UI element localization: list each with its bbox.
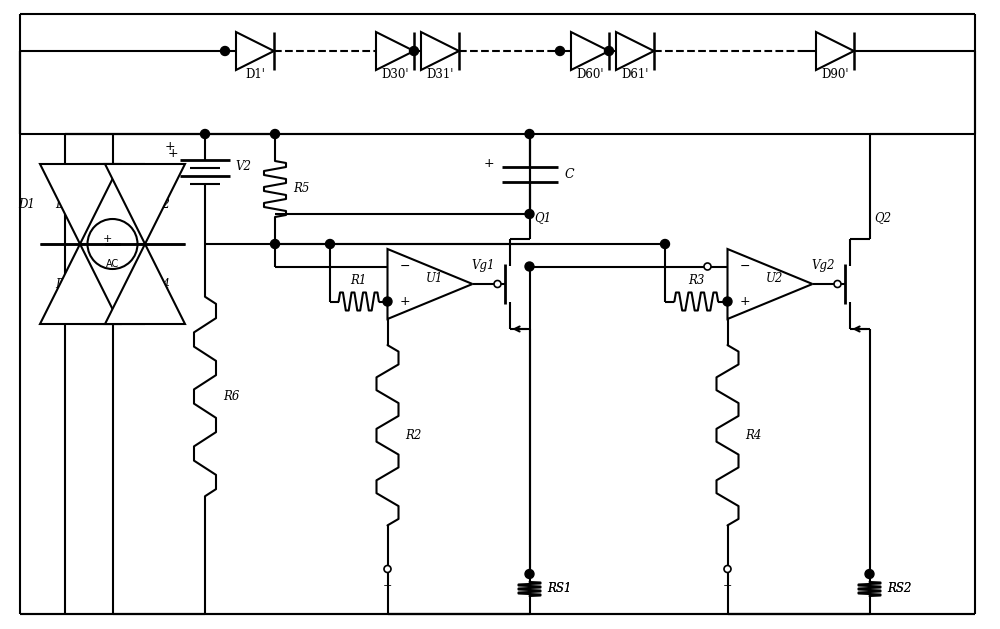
Text: +: + [168,147,178,160]
Polygon shape [40,164,120,244]
Circle shape [525,209,534,218]
Text: AC: AC [106,259,119,269]
Text: RS1: RS1 [548,582,572,596]
Text: D61': D61' [621,68,649,81]
Circle shape [525,569,534,579]
Text: R1: R1 [351,274,367,287]
Text: +: + [740,295,750,308]
Text: D4: D4 [153,277,170,291]
Text: Vg2: Vg2 [811,259,834,272]
Circle shape [724,565,731,572]
Text: R3: R3 [688,274,704,287]
Circle shape [834,281,841,287]
Text: D2: D2 [153,198,170,211]
Polygon shape [728,249,812,319]
Circle shape [220,47,230,55]
Circle shape [723,297,732,306]
Text: +: + [723,581,732,591]
Circle shape [865,569,874,579]
Text: Q2: Q2 [874,211,892,224]
Text: R5: R5 [293,182,309,196]
Text: RS1: RS1 [548,582,572,596]
Polygon shape [40,244,120,324]
Circle shape [604,47,614,55]
Text: R6: R6 [223,390,239,403]
Circle shape [200,130,210,138]
Circle shape [525,130,534,138]
Circle shape [556,47,564,55]
Text: D1: D1 [55,198,72,211]
Polygon shape [388,249,473,319]
Circle shape [270,240,280,248]
Text: D90': D90' [821,68,849,81]
Text: U1: U1 [426,272,444,286]
Text: C: C [564,167,574,181]
Text: −: − [400,260,410,273]
Text: D1': D1' [245,68,265,81]
Text: +: + [165,140,175,152]
Circle shape [384,565,391,572]
Text: U2: U2 [766,272,784,286]
Circle shape [494,281,501,287]
Polygon shape [421,32,459,70]
Polygon shape [816,32,854,70]
Circle shape [270,130,280,138]
Circle shape [383,297,392,306]
Circle shape [660,240,670,248]
Circle shape [326,240,334,248]
Polygon shape [105,164,185,244]
Text: RS2: RS2 [888,582,912,596]
Text: +: + [484,157,494,170]
Text: R2: R2 [406,429,422,442]
Polygon shape [105,244,185,324]
Text: R4: R4 [746,429,762,442]
Text: Vg1: Vg1 [471,259,494,272]
Text: +: + [383,581,392,591]
Polygon shape [376,32,414,70]
Text: D60': D60' [576,68,604,81]
Text: +: + [103,234,112,244]
Polygon shape [236,32,274,70]
Text: −: − [740,260,750,273]
Text: V2: V2 [235,160,251,173]
Text: D30': D30' [381,68,409,81]
Text: Q1: Q1 [534,211,552,224]
Circle shape [525,262,534,271]
Polygon shape [616,32,654,70]
Circle shape [704,263,711,270]
Polygon shape [571,32,609,70]
Text: D3: D3 [55,277,72,291]
Text: +: + [400,295,410,308]
Circle shape [410,47,418,55]
Text: RS2: RS2 [888,582,912,596]
Text: D31': D31' [426,68,454,81]
Text: D1: D1 [18,198,35,211]
